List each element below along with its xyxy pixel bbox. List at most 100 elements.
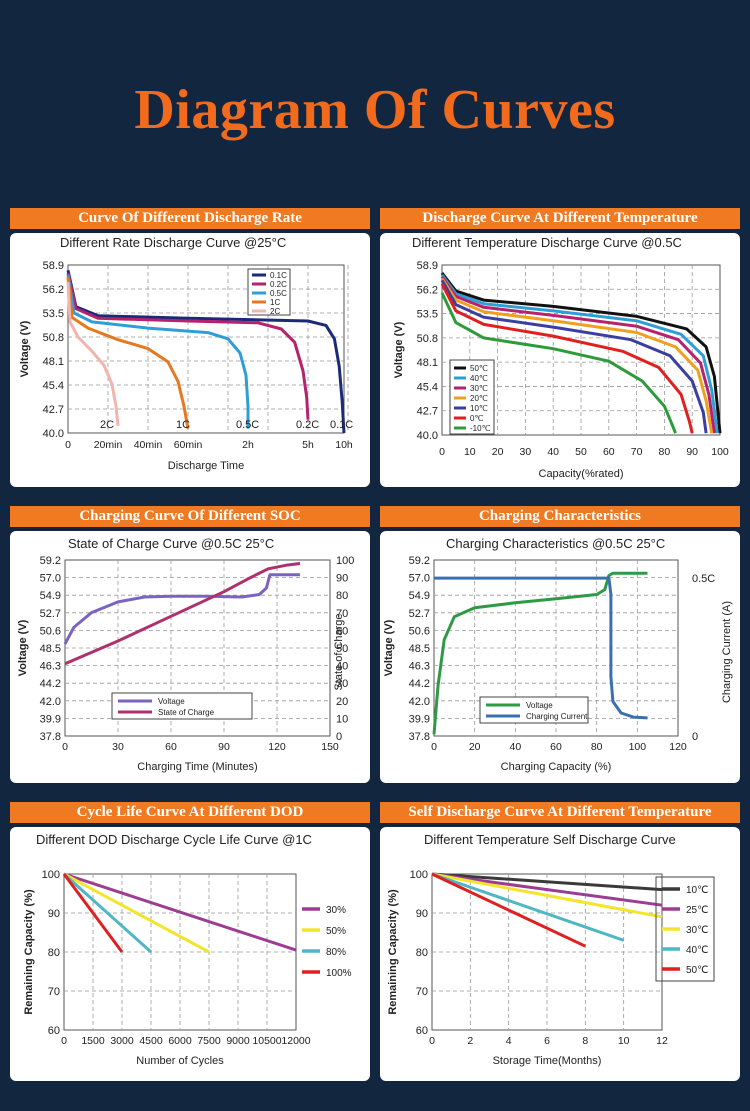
x-tick-label: 120 — [268, 741, 286, 753]
series-line-40 — [440, 274, 719, 434]
series-line-25 — [431, 872, 663, 907]
y-tick-label: 42.7 — [417, 406, 438, 418]
legend-label: 50℃ — [470, 364, 488, 373]
y-tick-label: 40.0 — [417, 430, 438, 442]
series-line-2C — [66, 281, 120, 427]
y-tick-label: 90 — [48, 908, 60, 920]
y-tick-label: 50.6 — [409, 625, 430, 637]
series-line-20 — [440, 277, 714, 434]
x-tick-label: 60 — [165, 741, 177, 753]
y-tick-label: 56.2 — [43, 284, 64, 296]
y2-tick-label: 100 — [336, 555, 354, 567]
legend-label: Charging Current — [526, 712, 588, 721]
y-tick-label: 60 — [416, 1025, 428, 1037]
x-tick-label: 50 — [575, 446, 587, 458]
series-line-10 — [440, 279, 708, 434]
series-line-50 — [431, 872, 586, 948]
series-line-30 — [63, 872, 297, 952]
series-data-label: 0.2C — [296, 419, 319, 431]
series-data-label: 1C — [176, 419, 190, 431]
y2-tick-label: 0 — [692, 731, 698, 743]
series-line-0 — [440, 283, 694, 434]
x-tick-label: 7500 — [197, 1035, 221, 1047]
panel-header: Cycle Life Curve At Different DOD — [10, 802, 370, 823]
y-tick-label: 50.8 — [417, 333, 438, 345]
chart-discharge-rate: Different Rate Discharge Curve @25°C 40.0… — [19, 235, 353, 472]
panel-discharge-rate: Curve Of Different Discharge Rate Differ… — [10, 208, 370, 487]
legend-label: State of Charge — [158, 708, 215, 717]
y-tick-label: 45.4 — [43, 380, 64, 392]
y-axis-label: Remaining Capacity (%) — [23, 889, 35, 1015]
y-tick-label: 80 — [416, 947, 428, 959]
chart-title: State of Charge Curve @0.5C 25°C — [68, 536, 274, 551]
legend-label: 2C — [270, 307, 280, 316]
x-axis-label: Discharge Time — [168, 460, 244, 472]
x-tick-label: 70 — [631, 446, 643, 458]
series-line-02C — [66, 272, 310, 420]
series-data-label: 0.1C — [330, 419, 353, 431]
y-tick-label: 45.4 — [417, 381, 438, 393]
x-tick-label: 150 — [321, 741, 339, 753]
chart-title: Different Temperature Discharge Curve @0… — [412, 235, 682, 250]
chart-cycle-life: Different DOD Discharge Cycle Life Curve… — [23, 832, 352, 1067]
x-tick-label: 60 — [550, 741, 562, 753]
y-tick-label: 70 — [416, 986, 428, 998]
x-tick-label: 30 — [520, 446, 532, 458]
x-tick-label: 9000 — [226, 1035, 250, 1047]
y-tick-label: 54.9 — [40, 590, 61, 602]
x-tick-label: 0 — [61, 1035, 67, 1047]
series-data-label: 0.5C — [236, 419, 259, 431]
y-tick-label: 60 — [48, 1025, 60, 1037]
panel-charging-characteristics: Charging Characteristics Charging Charac… — [380, 506, 740, 783]
y-tick-label: 40.0 — [43, 428, 64, 440]
x-tick-label: 0 — [65, 439, 71, 451]
x-tick-label: 1500 — [81, 1035, 105, 1047]
plot-frame — [67, 264, 345, 434]
series-line-Voltage — [432, 571, 648, 735]
y-tick-label: 48.5 — [409, 643, 430, 655]
series-line-10 — [431, 872, 663, 892]
series-data-label: 2C — [100, 419, 114, 431]
panel-header: Curve Of Different Discharge Rate — [10, 208, 370, 229]
legend-label: 30℃ — [470, 384, 488, 393]
series-line-30 — [431, 872, 663, 919]
panel-self-discharge: Self Discharge Curve At Different Temper… — [380, 802, 740, 1081]
panel-cycle-life: Cycle Life Curve At Different DOD Differ… — [10, 802, 370, 1081]
y-tick-label: 53.5 — [43, 308, 64, 320]
y-tick-label: 42.7 — [43, 404, 64, 416]
y-tick-label: 52.7 — [40, 608, 61, 620]
legend-label: 0.2C — [270, 280, 287, 289]
y-tick-label: 46.3 — [40, 661, 61, 673]
x-tick-label: 10h — [335, 439, 353, 451]
x-tick-label: 8 — [582, 1035, 588, 1047]
x-tick-label: 0 — [439, 446, 445, 458]
series-line-ChargingCurrent — [434, 576, 648, 720]
legend-label: 40℃ — [470, 374, 488, 383]
panel-header: Self Discharge Curve At Different Temper… — [380, 802, 740, 823]
x-tick-label: 2 — [467, 1035, 473, 1047]
y-tick-label: 37.8 — [409, 731, 430, 743]
y-axis-label: Remaining Capacity (%) — [387, 889, 399, 1015]
x-tick-label: 20 — [469, 741, 481, 753]
y2-tick-label: 10 — [336, 713, 348, 725]
y2-tick-label: 0.5C — [692, 573, 715, 585]
y-tick-label: 100 — [410, 869, 428, 881]
panel-header: Discharge Curve At Different Temperature — [380, 208, 740, 229]
panel-header: Charging Curve Of Different SOC — [10, 506, 370, 527]
legend-label: 40℃ — [686, 945, 708, 956]
panel-discharge-temperature: Discharge Curve At Different Temperature… — [380, 208, 740, 487]
y-tick-label: 37.8 — [40, 731, 61, 743]
legend-label: 30% — [326, 905, 346, 916]
y-tick-label: 39.9 — [409, 713, 430, 725]
x-tick-label: 0 — [429, 1035, 435, 1047]
legend-label: 50℃ — [686, 965, 708, 976]
legend-label: 25℃ — [686, 905, 708, 916]
y-tick-label: 54.9 — [409, 590, 430, 602]
chart-charging-characteristics: Charging Characteristics @0.5C 25°C 37.8 3… — [383, 536, 733, 773]
y-tick-label: 53.5 — [417, 309, 438, 321]
y-tick-label: 42.0 — [40, 696, 61, 708]
y-axis-label: Voltage (V) — [19, 320, 31, 377]
x-tick-label: 4500 — [139, 1035, 163, 1047]
series-line-Voltage — [63, 573, 300, 645]
y2-tick-label: 0 — [336, 731, 342, 743]
